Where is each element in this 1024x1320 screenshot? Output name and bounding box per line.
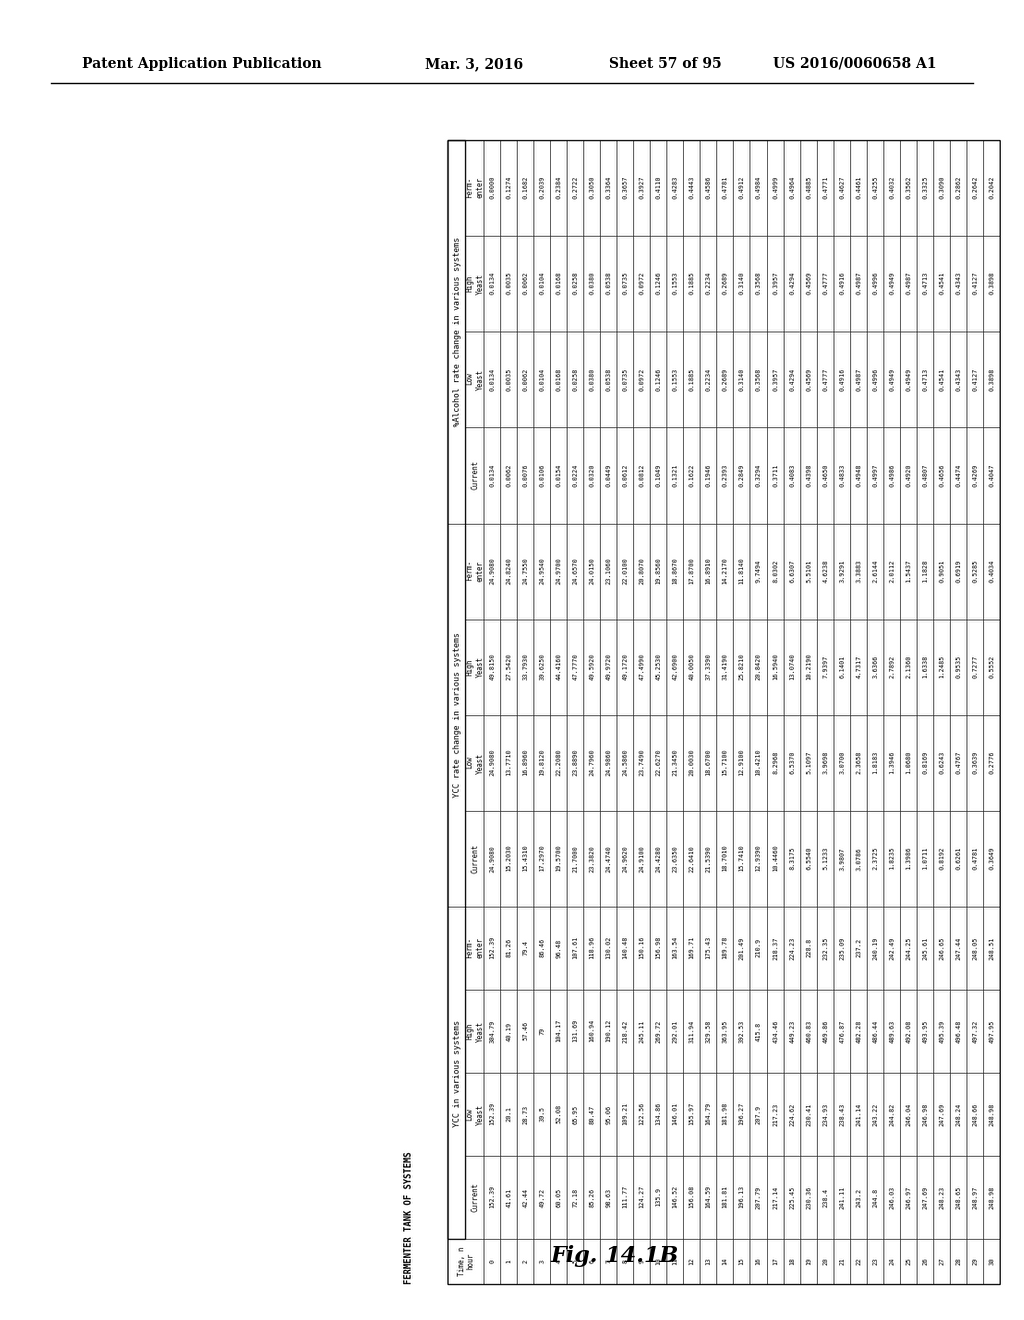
Text: Sheet 57 of 95: Sheet 57 of 95	[609, 57, 722, 71]
Text: US 2016/0060658 A1: US 2016/0060658 A1	[773, 57, 937, 71]
Text: Mar. 3, 2016: Mar. 3, 2016	[425, 57, 523, 71]
Text: Patent Application Publication: Patent Application Publication	[82, 57, 322, 71]
Text: Fig. 14.1B: Fig. 14.1B	[550, 1245, 679, 1267]
